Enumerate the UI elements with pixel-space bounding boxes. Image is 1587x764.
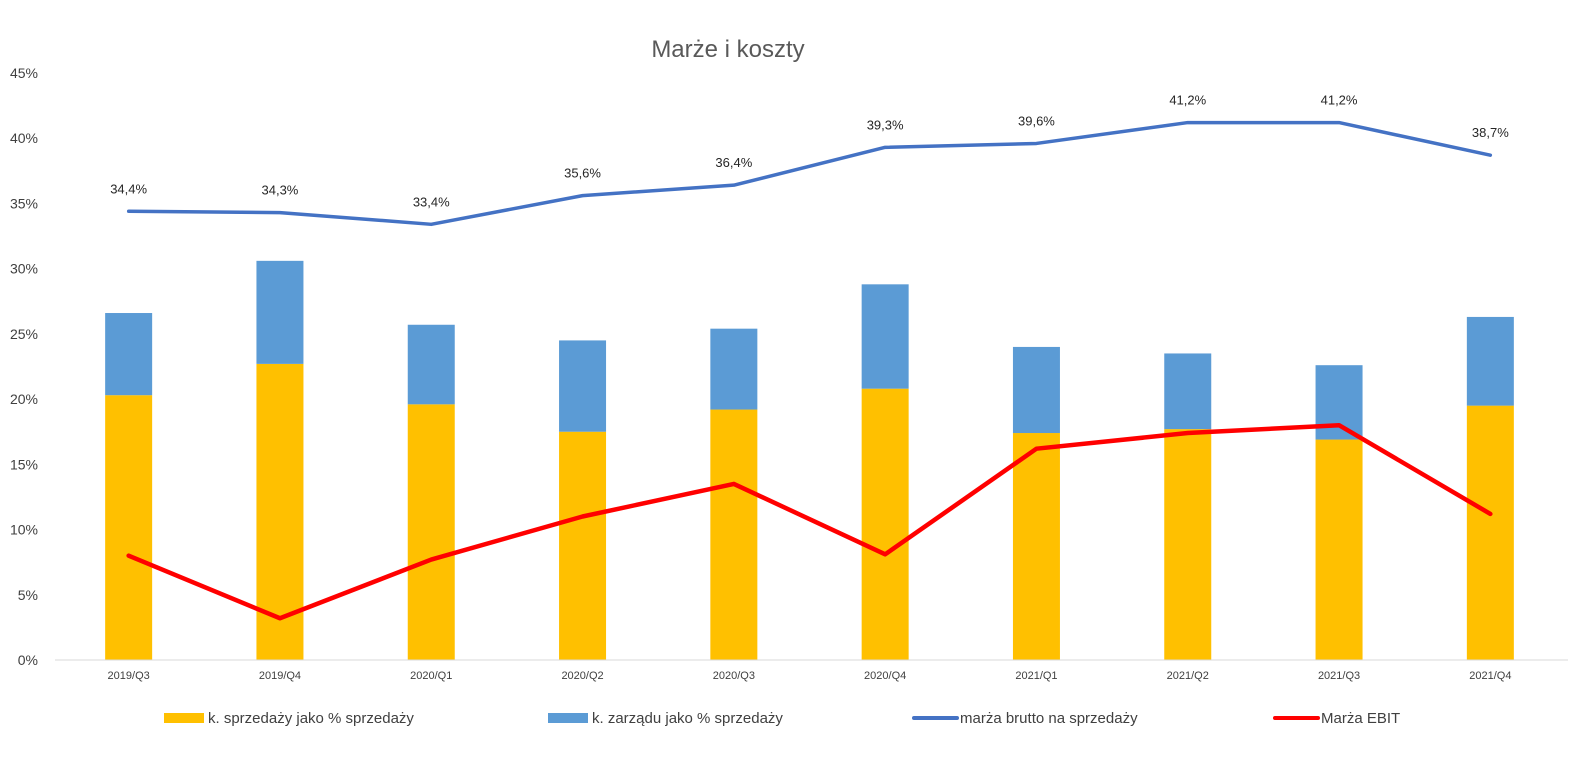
line-layer xyxy=(126,120,1493,621)
y-tick-label: 35% xyxy=(10,195,38,211)
y-tick-label: 0% xyxy=(18,652,38,668)
data-label: 34,4% xyxy=(110,181,147,196)
bar-k-sprzedazy xyxy=(710,409,758,660)
x-tick-label: 2021/Q4 xyxy=(1469,670,1511,682)
y-tick-label: 10% xyxy=(10,522,38,538)
bar-k-zarzadu xyxy=(1164,353,1212,430)
y-axis: 0% 5% 10% 15% 20% 25% 30% 35% 40% 45% xyxy=(10,65,38,668)
data-label-layer: 34,4% 34,3% 33,4% 35,6% 36,4% 39,3% 39,6% 41,2%… xyxy=(110,93,1509,210)
legend: k. sprzedaży jako % sprzedaży k. zarządu … xyxy=(164,710,1400,727)
bar-k-sprzedazy xyxy=(1012,433,1060,660)
x-tick-label: 2021/Q1 xyxy=(1015,670,1057,682)
bar-k-zarzadu xyxy=(1012,346,1060,434)
x-tick-label: 2020/Q3 xyxy=(713,670,755,682)
legend-swatch xyxy=(164,713,204,723)
y-tick-label: 40% xyxy=(10,130,38,146)
y-tick-label: 45% xyxy=(10,65,38,81)
y-tick-label: 30% xyxy=(10,261,38,277)
bar-k-zarzadu xyxy=(1315,365,1363,440)
y-tick-label: 15% xyxy=(10,456,38,472)
bar-k-zarzadu xyxy=(407,324,455,405)
data-label: 38,7% xyxy=(1472,125,1509,140)
data-label: 39,6% xyxy=(1018,113,1055,128)
x-tick-label: 2019/Q3 xyxy=(108,670,150,682)
y-tick-label: 20% xyxy=(10,391,38,407)
bar-k-sprzedazy xyxy=(407,404,455,660)
bar-layer xyxy=(105,260,1514,660)
bar-k-sprzedazy xyxy=(1164,429,1212,660)
legend-label: Marża EBIT xyxy=(1321,710,1400,727)
bar-k-sprzedazy xyxy=(861,388,909,660)
data-label: 41,2% xyxy=(1169,93,1206,108)
y-tick-label: 25% xyxy=(10,326,38,342)
legend-swatch xyxy=(548,713,588,723)
line-marza-ebit xyxy=(126,422,1493,621)
legend-label: marża brutto na sprzedaży xyxy=(960,710,1138,727)
bar-k-zarzadu xyxy=(861,284,909,389)
line-marza-brutto xyxy=(126,120,1493,227)
data-label: 35,6% xyxy=(564,166,601,181)
data-label: 39,3% xyxy=(867,117,904,132)
x-tick-label: 2020/Q4 xyxy=(864,670,906,682)
x-axis: 2019/Q3 2019/Q4 2020/Q1 2020/Q2 2020/Q3 2020/… xyxy=(108,670,1512,682)
bar-k-sprzedazy xyxy=(559,431,607,660)
bar-k-sprzedazy xyxy=(1466,405,1514,660)
bar-k-zarzadu xyxy=(1466,316,1514,406)
x-tick-label: 2021/Q2 xyxy=(1167,670,1209,682)
legend-label: k. sprzedaży jako % sprzedaży xyxy=(208,710,414,727)
y-tick-label: 5% xyxy=(18,587,38,603)
x-tick-label: 2021/Q3 xyxy=(1318,670,1360,682)
bar-k-sprzedazy xyxy=(105,395,153,660)
bar-k-zarzadu xyxy=(710,328,758,410)
chart-title: Marże i koszty xyxy=(651,36,804,63)
data-label: 33,4% xyxy=(413,194,450,209)
data-label: 36,4% xyxy=(715,155,752,170)
bar-k-zarzadu xyxy=(256,260,304,364)
x-tick-label: 2019/Q4 xyxy=(259,670,301,682)
bar-k-zarzadu xyxy=(559,340,607,432)
data-label: 41,2% xyxy=(1321,93,1358,108)
bar-k-sprzedazy xyxy=(1315,439,1363,660)
bar-k-zarzadu xyxy=(105,313,153,396)
x-tick-label: 2020/Q1 xyxy=(410,670,452,682)
x-tick-label: 2020/Q2 xyxy=(561,670,603,682)
bar-k-sprzedazy xyxy=(256,363,304,660)
data-label: 34,3% xyxy=(262,183,299,198)
legend-label: k. zarządu jako % sprzedaży xyxy=(592,710,783,727)
